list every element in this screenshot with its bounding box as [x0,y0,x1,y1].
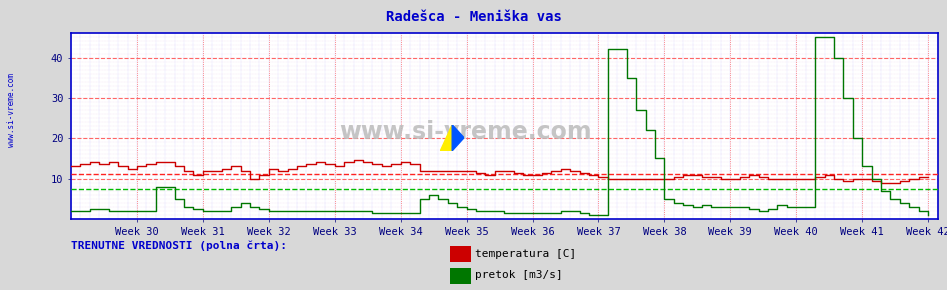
Text: TRENUTNE VREDNOSTI (polna črta):: TRENUTNE VREDNOSTI (polna črta): [71,241,287,251]
Text: www.si-vreme.com: www.si-vreme.com [339,120,592,144]
Text: pretok [m3/s]: pretok [m3/s] [475,271,563,280]
Polygon shape [440,125,453,151]
Text: www.si-vreme.com: www.si-vreme.com [7,73,16,147]
Polygon shape [453,125,464,151]
Text: Radešca - Meniška vas: Radešca - Meniška vas [385,10,562,24]
Text: temperatura [C]: temperatura [C] [475,249,577,259]
